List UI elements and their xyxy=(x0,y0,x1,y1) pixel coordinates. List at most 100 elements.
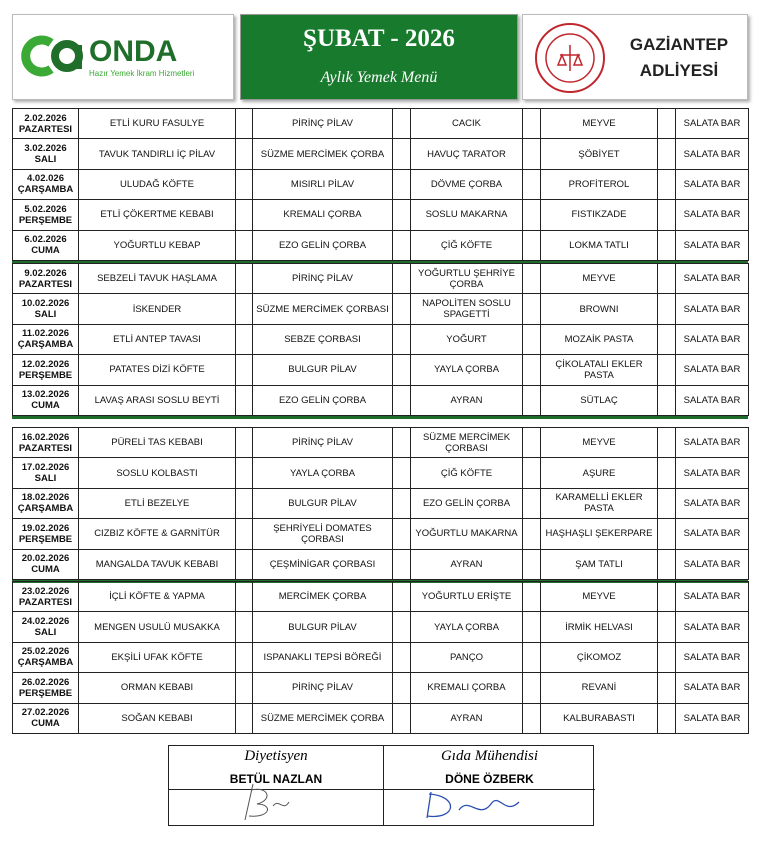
dish-cell: NAPOLİTEN SOSLU SPAGETTİ xyxy=(410,293,523,325)
signature-box: Diyetisyen BETÜL NAZLAN Gıda Mühendisi D… xyxy=(168,745,595,826)
dish-cell: KARAMELLİ EKLER PASTA xyxy=(540,487,658,520)
logo-tagline: Hazır Yemek İkram Hizmetleri xyxy=(89,69,195,78)
dish-cell: HAŞHAŞLI ŞEKERPARE xyxy=(540,518,658,550)
dish-cell: PİRİNÇ PİLAV xyxy=(252,108,393,140)
blank-cell xyxy=(235,323,253,356)
dish-cell: SALATA BAR xyxy=(675,168,749,201)
date: 27.02.2026 xyxy=(21,707,70,719)
dish-cell: ŞÖBİYET xyxy=(540,138,658,170)
dish-cell: MENGEN USULÜ MUSAKKA xyxy=(78,611,236,643)
day: PERŞEMBE xyxy=(18,687,73,699)
blank-cell xyxy=(657,487,676,520)
dish-cell: MEYVE xyxy=(540,427,658,459)
dish-cell: ETLİ ANTEP TAVASI xyxy=(78,323,236,356)
dish-cell: AYRAN xyxy=(410,384,523,416)
dish-cell: SALATA BAR xyxy=(675,354,749,386)
blank-cell xyxy=(657,518,676,550)
blank-cell xyxy=(522,108,541,140)
blank-cell xyxy=(392,138,411,170)
blank-cell xyxy=(392,168,411,201)
blank-cell xyxy=(657,108,676,140)
date-cell: 9.02.2026 PAZARTESI xyxy=(12,263,79,295)
blank-cell xyxy=(522,168,541,201)
blank-cell xyxy=(522,641,541,674)
seal xyxy=(535,23,605,93)
date-cell: 4.02.026 ÇARŞAMBA xyxy=(12,168,79,201)
blank-cell xyxy=(235,641,253,674)
date: 25.02.2026 xyxy=(21,646,70,658)
blank-cell xyxy=(392,457,411,489)
blank-cell xyxy=(657,611,676,643)
logo-mark xyxy=(21,35,83,77)
dish-cell: PATATES DİZİ KÖFTE xyxy=(78,354,236,386)
date-cell: 10.02.2026 SALI xyxy=(12,293,79,325)
blank-cell xyxy=(235,138,253,170)
blank-cell xyxy=(235,293,253,325)
dish-cell: YAYLA ÇORBA xyxy=(252,457,393,489)
date-cell: 12.02.2026 PERŞEMBE xyxy=(12,354,79,386)
dish-cell: SÜZME MERCİMEK ÇORBA xyxy=(252,702,393,734)
blank-cell xyxy=(235,108,253,140)
dish-cell: SALATA BAR xyxy=(675,641,749,674)
blank-cell xyxy=(522,293,541,325)
dish-cell: PANÇO xyxy=(410,641,523,674)
dish-cell: BULGUR PİLAV xyxy=(252,611,393,643)
blank-cell xyxy=(392,293,411,325)
blank-cell xyxy=(522,354,541,386)
blank-cell xyxy=(657,702,676,734)
signature-scribbles xyxy=(244,783,520,821)
dish-cell: SÜZME MERCİMEK ÇORBASI xyxy=(252,293,393,325)
dish-cell: AYRAN xyxy=(410,548,523,580)
blank-cell xyxy=(657,581,676,613)
dish-cell: ORMAN KEBABI xyxy=(78,672,236,704)
dish-cell: KALBURABASTI xyxy=(540,702,658,734)
dish-cell: MEYVE xyxy=(540,263,658,295)
blank-cell xyxy=(522,548,541,580)
blank-cell xyxy=(657,354,676,386)
dish-cell: SÜTLAÇ xyxy=(540,384,658,416)
day: SALI xyxy=(34,154,57,166)
blank-cell xyxy=(657,199,676,231)
dish-cell: SOSLU KOLBASTI xyxy=(78,457,236,489)
dish-cell: YOĞURTLU KEBAP xyxy=(78,229,236,261)
blank-cell xyxy=(235,457,253,489)
blank-cell xyxy=(657,168,676,201)
date-cell: 13.02.2026 CUMA xyxy=(12,384,79,416)
week-separator xyxy=(12,415,748,419)
day: SALI xyxy=(34,309,57,321)
dish-cell: CACIK xyxy=(410,108,523,140)
day: ÇARŞAMBA xyxy=(17,184,74,196)
title-box: ŞUBAT - 2026 Aylık Yemek Menü xyxy=(240,14,518,100)
date: 26.02.2026 xyxy=(21,676,70,688)
blank-cell xyxy=(522,457,541,489)
blank-cell xyxy=(392,108,411,140)
dish-cell: ULUDAĞ KÖFTE xyxy=(78,168,236,201)
dish-cell: PİRİNÇ PİLAV xyxy=(252,672,393,704)
dish-cell: YAYLA ÇORBA xyxy=(410,354,523,386)
dish-cell: AŞURE xyxy=(540,457,658,489)
title: ŞUBAT - 2026 xyxy=(303,25,455,52)
blank-cell xyxy=(522,323,541,356)
day: SALI xyxy=(34,473,57,485)
date-cell: 3.02.2026 SALI xyxy=(12,138,79,170)
dish-cell: BULGUR PİLAV xyxy=(252,487,393,520)
dish-cell: SALATA BAR xyxy=(675,263,749,295)
dish-cell: BULGUR PİLAV xyxy=(252,354,393,386)
blank-cell xyxy=(657,323,676,356)
day: CUMA xyxy=(31,718,60,730)
blank-cell xyxy=(657,672,676,704)
dish-cell: REVANİ xyxy=(540,672,658,704)
dish-cell: HAVUÇ TARATOR xyxy=(410,138,523,170)
blank-cell xyxy=(657,293,676,325)
day: PAZARTESI xyxy=(18,596,73,608)
dish-cell: SALATA BAR xyxy=(675,672,749,704)
date: 3.02.2026 xyxy=(24,143,67,155)
dish-cell: FISTIKZADE xyxy=(540,199,658,231)
dish-cell: PÜRELİ TAS KEBABI xyxy=(78,427,236,459)
day: PAZARTESI xyxy=(18,123,73,135)
dish-cell: YOĞURTLU ERİŞTE xyxy=(410,581,523,613)
dish-cell: BROWNI xyxy=(540,293,658,325)
dish-cell: YOĞURT xyxy=(410,323,523,356)
day: PERŞEMBE xyxy=(18,369,73,381)
